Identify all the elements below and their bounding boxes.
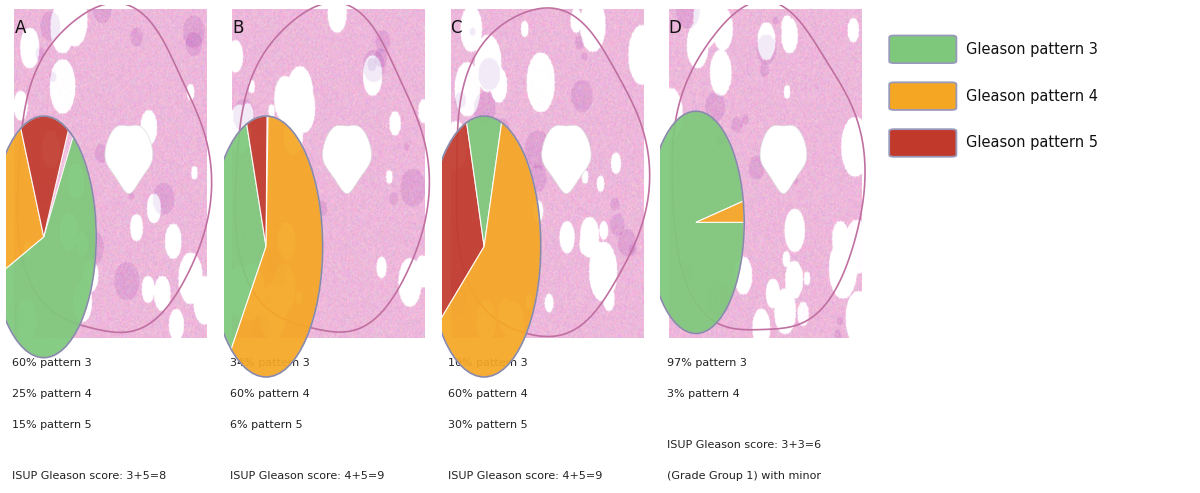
Text: ISUP Gleason score: 4+5=9: ISUP Gleason score: 4+5=9 (230, 471, 385, 481)
Circle shape (0, 116, 96, 357)
Text: A: A (14, 19, 25, 37)
Wedge shape (247, 116, 268, 246)
Wedge shape (648, 111, 744, 333)
Polygon shape (760, 125, 806, 194)
Text: B: B (233, 19, 244, 37)
Text: Gleason pattern 4: Gleason pattern 4 (966, 89, 1098, 104)
Circle shape (210, 116, 323, 377)
Text: D: D (668, 19, 682, 37)
Circle shape (427, 116, 541, 377)
Wedge shape (0, 128, 43, 278)
Polygon shape (323, 125, 372, 194)
Text: ISUP Gleason score: 4+5=9: ISUP Gleason score: 4+5=9 (449, 471, 602, 481)
Wedge shape (20, 116, 68, 237)
Polygon shape (541, 125, 592, 194)
Wedge shape (0, 137, 96, 357)
Wedge shape (232, 116, 323, 377)
Text: Gleason pattern 3: Gleason pattern 3 (966, 42, 1098, 57)
Wedge shape (696, 201, 744, 222)
Wedge shape (438, 122, 541, 377)
Wedge shape (427, 122, 484, 323)
Text: 25% pattern 4: 25% pattern 4 (12, 389, 92, 399)
Text: 60% pattern 4: 60% pattern 4 (449, 389, 528, 399)
Text: ISUP Gleason score: 3+3=6: ISUP Gleason score: 3+3=6 (666, 440, 821, 450)
Text: 30% pattern 5: 30% pattern 5 (449, 421, 528, 430)
Wedge shape (210, 124, 266, 350)
Circle shape (648, 111, 744, 333)
Text: 10% pattern 3: 10% pattern 3 (449, 357, 528, 368)
Text: Gleason pattern 5: Gleason pattern 5 (966, 136, 1098, 150)
Text: 60% pattern 3: 60% pattern 3 (12, 357, 92, 368)
Text: 6% pattern 5: 6% pattern 5 (230, 421, 304, 430)
Text: 60% pattern 4: 60% pattern 4 (230, 389, 310, 399)
Polygon shape (104, 125, 152, 194)
Wedge shape (467, 116, 502, 246)
Text: (Grade Group 1) with minor: (Grade Group 1) with minor (666, 471, 821, 481)
Text: 3% pattern 4: 3% pattern 4 (666, 389, 739, 399)
Text: 15% pattern 5: 15% pattern 5 (12, 421, 92, 430)
Text: C: C (450, 19, 462, 37)
Text: 97% pattern 3: 97% pattern 3 (666, 357, 746, 368)
Text: 34% pattern 3: 34% pattern 3 (230, 357, 310, 368)
Text: ISUP Gleason score: 3+5=8: ISUP Gleason score: 3+5=8 (12, 471, 167, 481)
